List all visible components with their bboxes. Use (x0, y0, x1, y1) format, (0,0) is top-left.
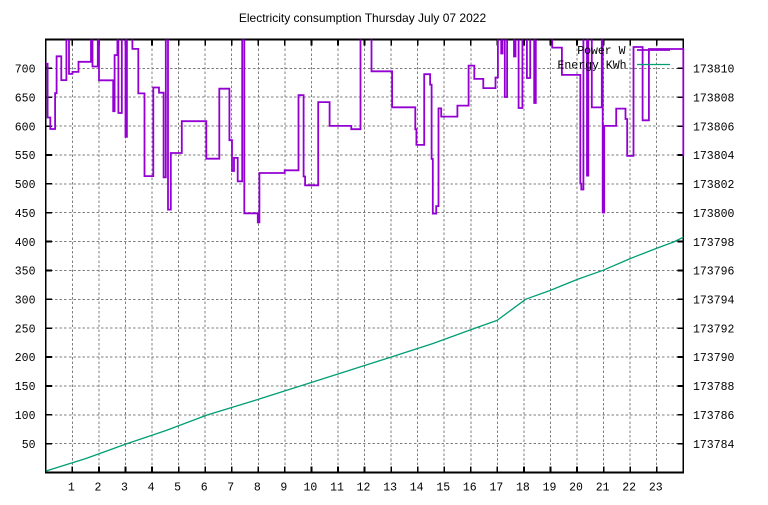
svg-text:Power W: Power W (577, 45, 625, 58)
svg-text:20: 20 (569, 482, 583, 495)
svg-text:1: 1 (68, 482, 75, 495)
svg-text:173806: 173806 (693, 121, 735, 134)
svg-text:13: 13 (383, 482, 397, 495)
svg-text:Energy KWh: Energy KWh (557, 59, 626, 72)
svg-text:173804: 173804 (693, 150, 735, 163)
svg-text:173798: 173798 (693, 237, 735, 250)
svg-text:10: 10 (304, 482, 318, 495)
svg-text:14: 14 (410, 482, 424, 495)
svg-text:12: 12 (357, 482, 371, 495)
svg-text:2: 2 (94, 482, 101, 495)
svg-text:11: 11 (330, 482, 344, 495)
svg-text:173794: 173794 (693, 295, 735, 308)
svg-text:16: 16 (463, 482, 477, 495)
svg-text:700: 700 (15, 64, 36, 77)
svg-text:6: 6 (201, 482, 208, 495)
svg-text:400: 400 (15, 237, 36, 250)
svg-text:18: 18 (516, 482, 530, 495)
svg-text:173800: 173800 (693, 208, 735, 221)
svg-text:150: 150 (15, 381, 36, 394)
svg-text:19: 19 (543, 482, 557, 495)
svg-text:600: 600 (15, 121, 36, 134)
svg-text:173792: 173792 (693, 323, 735, 336)
svg-text:173796: 173796 (693, 266, 735, 279)
svg-text:7: 7 (227, 482, 234, 495)
svg-text:9: 9 (280, 482, 287, 495)
svg-text:Electricity consumption Thursd: Electricity consumption Thursday July 07… (239, 11, 487, 25)
svg-text:173784: 173784 (693, 439, 735, 452)
svg-text:50: 50 (22, 439, 36, 452)
svg-text:500: 500 (15, 179, 36, 192)
svg-text:173810: 173810 (693, 64, 735, 77)
svg-text:8: 8 (254, 482, 261, 495)
svg-text:200: 200 (15, 352, 36, 365)
svg-text:3: 3 (121, 482, 128, 495)
svg-text:173786: 173786 (693, 410, 735, 423)
svg-text:17: 17 (489, 482, 503, 495)
svg-text:5: 5 (174, 482, 181, 495)
svg-text:350: 350 (15, 266, 36, 279)
svg-text:300: 300 (15, 295, 36, 308)
svg-text:4: 4 (148, 482, 155, 495)
svg-text:450: 450 (15, 208, 36, 221)
svg-text:22: 22 (622, 482, 636, 495)
svg-text:250: 250 (15, 323, 36, 336)
svg-text:23: 23 (649, 482, 663, 495)
svg-text:173788: 173788 (693, 381, 735, 394)
svg-text:173808: 173808 (693, 92, 735, 105)
svg-text:550: 550 (15, 150, 36, 163)
svg-text:15: 15 (436, 482, 450, 495)
svg-text:21: 21 (596, 482, 610, 495)
svg-text:100: 100 (15, 410, 36, 423)
svg-text:650: 650 (15, 92, 36, 105)
svg-text:173790: 173790 (693, 352, 735, 365)
svg-text:173802: 173802 (693, 179, 735, 192)
